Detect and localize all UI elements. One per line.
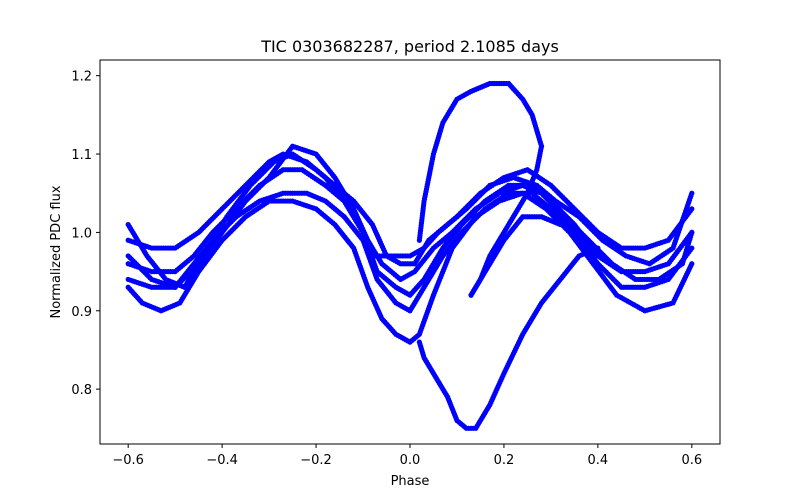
data-point — [689, 245, 695, 251]
y-axis: 0.8 0.9 1.0 1.1 1.2 — [71, 70, 100, 398]
x-axis-label: Phase — [391, 474, 430, 489]
y-axis-label: Normalized PDC flux — [49, 185, 64, 318]
series-cycle-d — [125, 190, 695, 345]
y-tick-label: 1.1 — [71, 148, 92, 163]
data-point — [689, 190, 695, 196]
series-flare-mid — [468, 143, 545, 298]
y-tick-label: 0.8 — [71, 383, 92, 398]
x-tick-label: 0.4 — [588, 453, 609, 468]
x-tick-label: 0.2 — [494, 453, 515, 468]
data-point — [689, 229, 695, 236]
series-flare-high — [416, 80, 545, 243]
y-tick-label: 1.2 — [71, 70, 92, 85]
y-tick-label: 0.9 — [71, 305, 92, 320]
plot-frame — [99, 59, 721, 445]
data-point — [689, 261, 695, 267]
series-dip-early — [468, 214, 563, 298]
data-point — [689, 206, 695, 212]
x-tick-label: −0.6 — [112, 453, 144, 468]
x-tick-label: −0.4 — [206, 453, 238, 468]
x-tick-label: −0.2 — [300, 453, 332, 468]
x-axis: −0.6 −0.4 −0.2 0.0 0.2 0.4 0.6 — [112, 444, 702, 468]
chart-title: TIC 0303682287, period 2.1085 days — [260, 37, 559, 56]
series-flare-low — [416, 245, 601, 431]
data-point — [538, 143, 545, 149]
scatter-points — [125, 80, 695, 431]
x-tick-label: 0.6 — [681, 453, 702, 468]
series-cycle-f — [125, 143, 695, 290]
data-point — [557, 221, 563, 228]
y-tick-label: 1.0 — [71, 226, 92, 241]
x-tick-label: 0.0 — [400, 453, 421, 468]
data-point — [595, 245, 601, 251]
